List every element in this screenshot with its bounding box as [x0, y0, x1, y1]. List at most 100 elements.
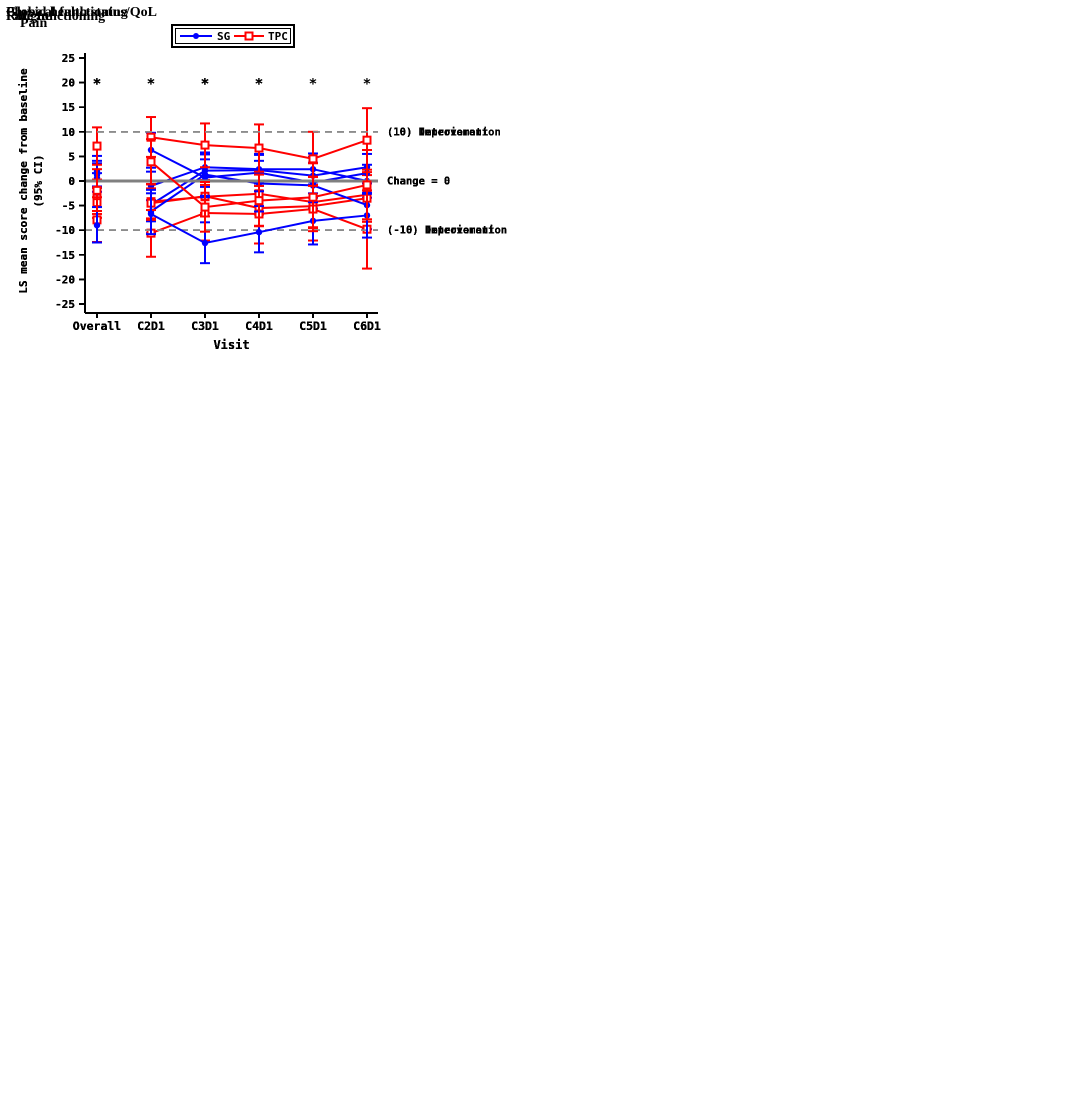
- y-tick-label: 0: [68, 175, 75, 188]
- data-point-tpc: [200, 202, 210, 212]
- x-tick-label: C3D1: [191, 319, 219, 333]
- legend-label-tpc: TPC: [268, 30, 288, 43]
- y-tick-label: -20: [55, 273, 75, 286]
- chart-pain: Pain (10) Deterioration Change = 0 (-10) I…: [0, 0, 540, 365]
- significance-asterisk: *: [201, 77, 209, 93]
- data-point-sg: [255, 228, 263, 236]
- y-axis-title: LS mean score change from baseline: [17, 68, 30, 294]
- x-tick-label: C6D1: [353, 319, 381, 333]
- y-tick-label: 0: [68, 175, 75, 188]
- significance-asterisk: *: [147, 77, 155, 93]
- x-tick-label: Overall: [73, 319, 122, 333]
- reference-line-label: (-10) Deterioration: [387, 225, 507, 237]
- y-tick-label: 20: [62, 77, 75, 90]
- x-tick-label: C4D1: [245, 319, 273, 333]
- x-tick-label: C4D1: [245, 319, 273, 333]
- legend-marker-tpc: [244, 31, 254, 41]
- reference-line-label: (10) Improvement: [387, 126, 488, 138]
- significance-asterisk: *: [255, 77, 263, 93]
- data-point-tpc: [362, 135, 372, 145]
- y-tick-label: 5: [68, 150, 75, 163]
- y-axis-title-line2: (95% CI): [32, 155, 45, 208]
- significance-asterisk: *: [93, 77, 101, 93]
- x-axis-title: Visit: [213, 338, 249, 352]
- y-tick-label: -15: [55, 249, 75, 262]
- data-point-sg: [201, 239, 209, 247]
- data-point-tpc: [362, 180, 372, 190]
- data-point-tpc: [308, 192, 318, 202]
- x-axis: Overall C2D1 C3D1 C4D1 C5D1 C6D1 Visit: [73, 312, 381, 352]
- x-tick-label: C5D1: [299, 319, 327, 333]
- x-tick-label: C5D1: [299, 319, 327, 333]
- x-tick-label: C2D1: [137, 319, 165, 333]
- significance-asterisk: *: [255, 77, 263, 93]
- y-axis-title-line2: (95% CI): [32, 155, 45, 208]
- y-axis-title-line2: (95% CI): [32, 155, 45, 208]
- chart-title: Physical functioning: [6, 5, 128, 20]
- reference-line-label: (10) Deterioration: [387, 126, 501, 138]
- x-tick-label: C4D1: [245, 319, 273, 333]
- data-point-tpc: [146, 157, 156, 167]
- x-tick-label: Overall: [73, 319, 122, 333]
- significance-asterisk: *: [93, 77, 101, 93]
- x-tick-label: C5D1: [299, 319, 327, 333]
- y-tick-label: 25: [62, 52, 75, 65]
- y-tick-label: 20: [62, 77, 75, 90]
- y-tick-label: 25: [62, 52, 75, 65]
- y-tick-label: -5: [62, 200, 75, 213]
- y-tick-label: 25: [62, 52, 75, 65]
- y-tick-label: -20: [55, 273, 75, 286]
- y-axis-title: LS mean score change from baseline: [17, 68, 30, 294]
- x-tick-label: C2D1: [137, 319, 165, 333]
- y-tick-label: -10: [55, 224, 75, 237]
- x-tick-label: C5D1: [299, 319, 327, 333]
- y-tick-label: 15: [62, 101, 75, 114]
- x-tick-label: C3D1: [191, 319, 219, 333]
- y-tick-label: -20: [55, 273, 75, 286]
- significance-asterisks: * *: [93, 77, 209, 93]
- y-tick-label: 5: [68, 150, 75, 163]
- y-tick-label: 25: [62, 52, 75, 65]
- significance-asterisks: * *: [93, 77, 209, 93]
- x-tick-label: C6D1: [353, 319, 381, 333]
- reference-line-label: (10) Deterioration: [387, 126, 501, 138]
- y-axis-title-line2: (95% CI): [32, 155, 45, 208]
- y-tick-label: 15: [62, 101, 75, 114]
- x-axis-title: Visit: [213, 338, 249, 352]
- y-tick-label: 15: [62, 101, 75, 114]
- x-axis-title: Visit: [213, 338, 249, 352]
- chart-title: Role functioning: [6, 9, 106, 24]
- legend-label-sg: SG: [217, 30, 231, 43]
- y-tick-label: 10: [62, 126, 75, 139]
- data-point-tpc: [200, 140, 210, 150]
- reference-line-label: (-10) Improvement: [387, 225, 494, 237]
- reference-line-label: (10) Improvement: [387, 126, 488, 138]
- y-tick-label: 5: [68, 150, 75, 163]
- reference-line-label: (-10) Deterioration: [387, 225, 507, 237]
- reference-line-label: Change = 0: [387, 176, 450, 188]
- x-tick-label: C2D1: [137, 319, 165, 333]
- y-tick-label: 5: [68, 150, 75, 163]
- y-tick-label: 15: [62, 101, 75, 114]
- x-tick-label: Overall: [73, 319, 122, 333]
- x-tick-label: C3D1: [191, 319, 219, 333]
- data-point-sg: [147, 210, 155, 218]
- y-tick-label: 0: [68, 175, 75, 188]
- x-axis-title: Visit: [213, 338, 249, 352]
- data-point-tpc: [92, 141, 102, 151]
- y-tick-label: 0: [68, 175, 75, 188]
- data-point-tpc: [92, 185, 102, 195]
- y-tick-label: -25: [55, 298, 75, 311]
- y-tick-label: -5: [62, 200, 75, 213]
- x-tick-label: C3D1: [191, 319, 219, 333]
- significance-asterisk: *: [255, 77, 263, 93]
- y-tick-label: 10: [62, 126, 75, 139]
- y-tick-label: -5: [62, 200, 75, 213]
- y-tick-label: -15: [55, 249, 75, 262]
- x-tick-label: C4D1: [245, 319, 273, 333]
- y-axis-title: LS mean score change from baseline: [17, 68, 30, 294]
- y-tick-label: -10: [55, 224, 75, 237]
- y-tick-label: -5: [62, 200, 75, 213]
- legend-marker-sg: [193, 33, 199, 39]
